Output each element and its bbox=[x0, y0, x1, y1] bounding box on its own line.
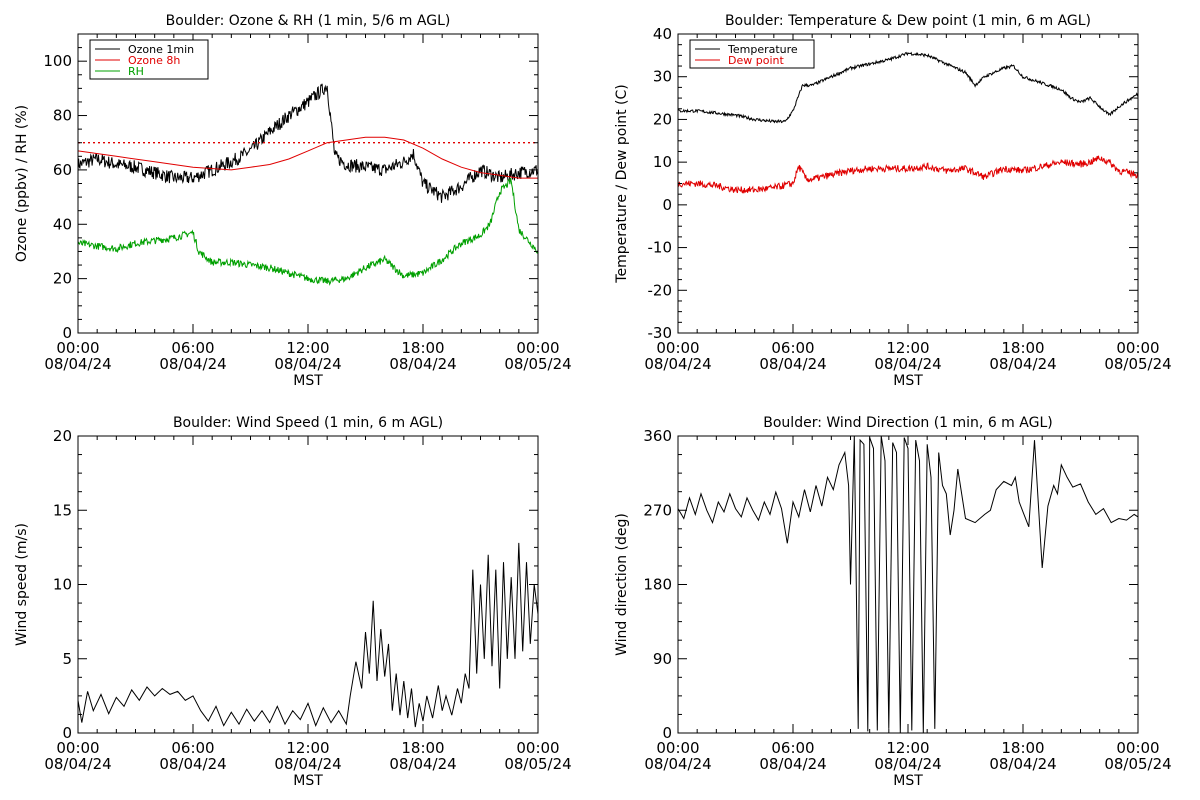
y-axis-label: Ozone (ppbv) / RH (%) bbox=[14, 105, 30, 262]
x-tick-date-label: 08/04/24 bbox=[759, 755, 826, 773]
x-tick-time-label: 00:00 bbox=[56, 739, 99, 757]
x-tick-date-label: 08/04/24 bbox=[389, 755, 456, 773]
y-tick-label: 20 bbox=[653, 110, 672, 128]
y-tick-label: 0 bbox=[62, 324, 72, 342]
y-axis-label: Wind speed (m/s) bbox=[14, 523, 30, 646]
y-tick-label: 90 bbox=[653, 650, 672, 668]
x-tick-time-label: 00:00 bbox=[516, 339, 559, 357]
x-tick-date-label: 08/04/24 bbox=[44, 755, 111, 773]
x-tick-date-label: 08/04/24 bbox=[989, 755, 1056, 773]
x-axis-label: MST bbox=[293, 773, 323, 789]
y-tick-label: 5 bbox=[62, 650, 72, 668]
y-tick-label: 0 bbox=[662, 724, 672, 742]
x-tick-date-label: 08/04/24 bbox=[644, 755, 711, 773]
y-tick-label: -30 bbox=[648, 324, 673, 342]
x-tick-time-label: 12:00 bbox=[286, 739, 329, 757]
temperature-dewpoint-panel: Boulder: Temperature & Dew point (1 min,… bbox=[614, 13, 1172, 389]
legend-label: Temperature bbox=[727, 43, 798, 56]
chart-title: Boulder: Wind Direction (1 min, 6 m AGL) bbox=[763, 415, 1052, 431]
y-tick-label: -10 bbox=[648, 239, 673, 257]
x-tick-time-label: 12:00 bbox=[886, 739, 929, 757]
y-tick-label: 10 bbox=[53, 576, 72, 594]
chart-title: Boulder: Ozone & RH (1 min, 5/6 m AGL) bbox=[166, 13, 451, 29]
x-tick-date-label: 08/04/24 bbox=[274, 355, 341, 373]
x-tick-time-label: 18:00 bbox=[1001, 739, 1044, 757]
wind-direction-panel: Boulder: Wind Direction (1 min, 6 m AGL)… bbox=[614, 415, 1172, 789]
series-line-ozone-8h bbox=[77, 136, 538, 179]
x-tick-date-label: 08/05/24 bbox=[1104, 355, 1171, 373]
wind-speed-panel: Boulder: Wind Speed (1 min, 6 m AGL) Win… bbox=[14, 415, 572, 789]
x-tick-date-label: 08/04/24 bbox=[759, 355, 826, 373]
legend-label: RH bbox=[128, 65, 144, 78]
x-tick-date-label: 08/04/24 bbox=[989, 355, 1056, 373]
series-line-wind-speed bbox=[77, 542, 539, 728]
x-tick-date-label: 08/04/24 bbox=[874, 355, 941, 373]
chart-title: Boulder: Wind Speed (1 min, 6 m AGL) bbox=[173, 415, 443, 431]
plot-frame bbox=[677, 33, 1139, 334]
series-line-dew-point bbox=[677, 155, 1139, 194]
x-tick-time-label: 18:00 bbox=[401, 339, 444, 357]
y-tick-label: 270 bbox=[643, 501, 672, 519]
y-tick-label: 40 bbox=[53, 215, 72, 233]
x-axis-label: MST bbox=[293, 373, 323, 389]
y-tick-label: 60 bbox=[53, 161, 72, 179]
y-tick-label: 10 bbox=[653, 153, 672, 171]
legend-label: Ozone 1min bbox=[128, 43, 194, 56]
legend-box bbox=[689, 39, 815, 69]
x-tick-time-label: 12:00 bbox=[286, 339, 329, 357]
x-tick-time-label: 18:00 bbox=[401, 739, 444, 757]
x-tick-date-label: 08/04/24 bbox=[159, 355, 226, 373]
y-axis-label: Temperature / Dew point (C) bbox=[614, 84, 630, 283]
x-tick-date-label: 08/05/24 bbox=[504, 355, 571, 373]
series-line-ozone-1min bbox=[77, 83, 539, 203]
y-tick-label: 15 bbox=[53, 501, 72, 519]
y-tick-label: 360 bbox=[643, 427, 672, 445]
series-line-wind-direction bbox=[677, 435, 1139, 734]
y-tick-label: 20 bbox=[53, 270, 72, 288]
y-axis-label: Wind direction (deg) bbox=[614, 513, 630, 656]
y-tick-label: 20 bbox=[53, 427, 72, 445]
y-tick-label: 100 bbox=[43, 52, 72, 70]
x-tick-time-label: 00:00 bbox=[656, 339, 699, 357]
x-tick-date-label: 08/04/24 bbox=[874, 755, 941, 773]
x-tick-time-label: 06:00 bbox=[171, 339, 214, 357]
x-axis-label: MST bbox=[893, 773, 923, 789]
x-tick-time-label: 06:00 bbox=[771, 739, 814, 757]
legend-label: Dew point bbox=[728, 54, 784, 67]
series-line-temperature bbox=[677, 51, 1139, 124]
y-tick-label: 180 bbox=[643, 576, 672, 594]
x-tick-time-label: 18:00 bbox=[1001, 339, 1044, 357]
x-tick-time-label: 00:00 bbox=[1116, 739, 1159, 757]
x-tick-date-label: 08/04/24 bbox=[159, 755, 226, 773]
x-tick-date-label: 08/05/24 bbox=[504, 755, 571, 773]
series-line-rh bbox=[77, 177, 539, 286]
x-tick-date-label: 08/04/24 bbox=[644, 355, 711, 373]
y-tick-label: -20 bbox=[648, 281, 673, 299]
y-tick-label: 0 bbox=[662, 196, 672, 214]
x-tick-date-label: 08/04/24 bbox=[274, 755, 341, 773]
y-tick-label: 40 bbox=[653, 25, 672, 43]
legend-label: Ozone 8h bbox=[128, 54, 180, 67]
x-tick-time-label: 00:00 bbox=[516, 739, 559, 757]
y-tick-label: 0 bbox=[62, 724, 72, 742]
x-tick-date-label: 08/05/24 bbox=[1104, 755, 1171, 773]
x-tick-time-label: 06:00 bbox=[771, 339, 814, 357]
x-axis-label: MST bbox=[893, 373, 923, 389]
x-tick-time-label: 00:00 bbox=[56, 339, 99, 357]
ozone-rh-panel: Boulder: Ozone & RH (1 min, 5/6 m AGL) O… bbox=[14, 13, 572, 389]
y-tick-label: 30 bbox=[653, 68, 672, 86]
y-tick-label: 80 bbox=[53, 107, 72, 125]
x-tick-date-label: 08/04/24 bbox=[389, 355, 456, 373]
x-tick-time-label: 12:00 bbox=[886, 339, 929, 357]
x-tick-time-label: 00:00 bbox=[1116, 339, 1159, 357]
chart-title: Boulder: Temperature & Dew point (1 min,… bbox=[725, 13, 1091, 29]
x-tick-time-label: 06:00 bbox=[171, 739, 214, 757]
x-tick-date-label: 08/04/24 bbox=[44, 355, 111, 373]
x-tick-time-label: 00:00 bbox=[656, 739, 699, 757]
